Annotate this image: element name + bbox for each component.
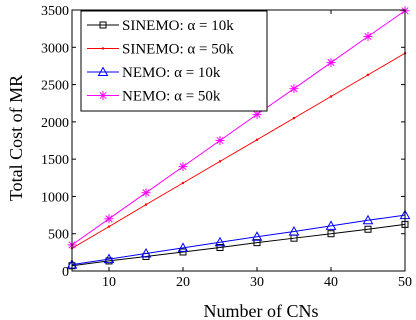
y-tick-label: 1000 [41, 190, 69, 205]
legend-marker [99, 21, 107, 29]
y-tick-label: 0 [62, 265, 69, 280]
legend-label: NEMO: α = 50k [122, 89, 221, 105]
series-layer [66, 6, 411, 270]
axes-frame [71, 9, 406, 272]
data-point [218, 160, 222, 163]
y-tick-label: 2500 [41, 79, 69, 94]
data-point [144, 203, 148, 206]
data-point [214, 236, 226, 247]
x-tick-label: 20 [176, 275, 190, 290]
legend-item: SINEMO: α = 50k [87, 42, 234, 58]
x-tick-label: 50 [398, 275, 412, 290]
y-tick-label: 1500 [41, 153, 69, 168]
legend-marker [98, 91, 108, 100]
data-point [325, 220, 337, 230]
data-point [177, 242, 189, 252]
legend-label: SINEMO: α = 50k [122, 42, 234, 58]
x-tick-label: 30 [250, 275, 264, 290]
legend-box [80, 10, 268, 112]
data-point [362, 214, 374, 225]
x-axis-title: Number of CNs [204, 301, 319, 320]
data-point [216, 244, 224, 252]
legend: SINEMO: α = 10k SINEMO: α = 50k NEMO: α = … [80, 10, 268, 112]
data-point [366, 73, 370, 77]
series-2 [70, 52, 407, 250]
data-point [105, 257, 113, 265]
data-point [364, 225, 372, 233]
data-point [141, 188, 151, 198]
legend-item: NEMO: α = 50k [87, 89, 221, 105]
y-axis-title: Total Cost of MR [6, 75, 26, 201]
data-point [178, 162, 188, 172]
y-tick-label: 500 [48, 228, 69, 243]
y-tick-label: 3000 [41, 41, 69, 56]
data-point [179, 248, 187, 256]
legend-item: SINEMO: α = 10k [87, 18, 234, 34]
data-point [181, 181, 185, 185]
data-point [292, 116, 296, 120]
legend-label: NEMO: α = 10k [122, 65, 221, 81]
data-point [215, 136, 225, 145]
data-point [363, 31, 373, 41]
legend-marker [101, 47, 105, 50]
y-tick-label: 2000 [41, 116, 69, 131]
data-point [140, 247, 152, 258]
legend-marker [97, 66, 109, 76]
series-3 [66, 209, 411, 269]
data-point [104, 214, 114, 224]
data-point [103, 253, 115, 264]
data-point [327, 230, 335, 238]
y-tick-label: 3500 [41, 4, 69, 19]
data-point [289, 84, 299, 94]
series-line [71, 52, 406, 249]
legend-item: NEMO: α = 10k [87, 65, 221, 81]
x-tick-label: 40 [324, 275, 338, 290]
data-point [288, 225, 300, 236]
series-line [71, 223, 406, 267]
series-line [71, 214, 406, 266]
data-point [326, 58, 336, 68]
data-point [253, 239, 261, 247]
data-point [255, 138, 259, 141]
series-line [71, 10, 406, 246]
legend-label: SINEMO: α = 10k [122, 18, 234, 34]
data-point [107, 225, 111, 228]
data-point [329, 95, 333, 98]
data-point [251, 231, 263, 241]
x-tick-label: 10 [102, 275, 116, 290]
